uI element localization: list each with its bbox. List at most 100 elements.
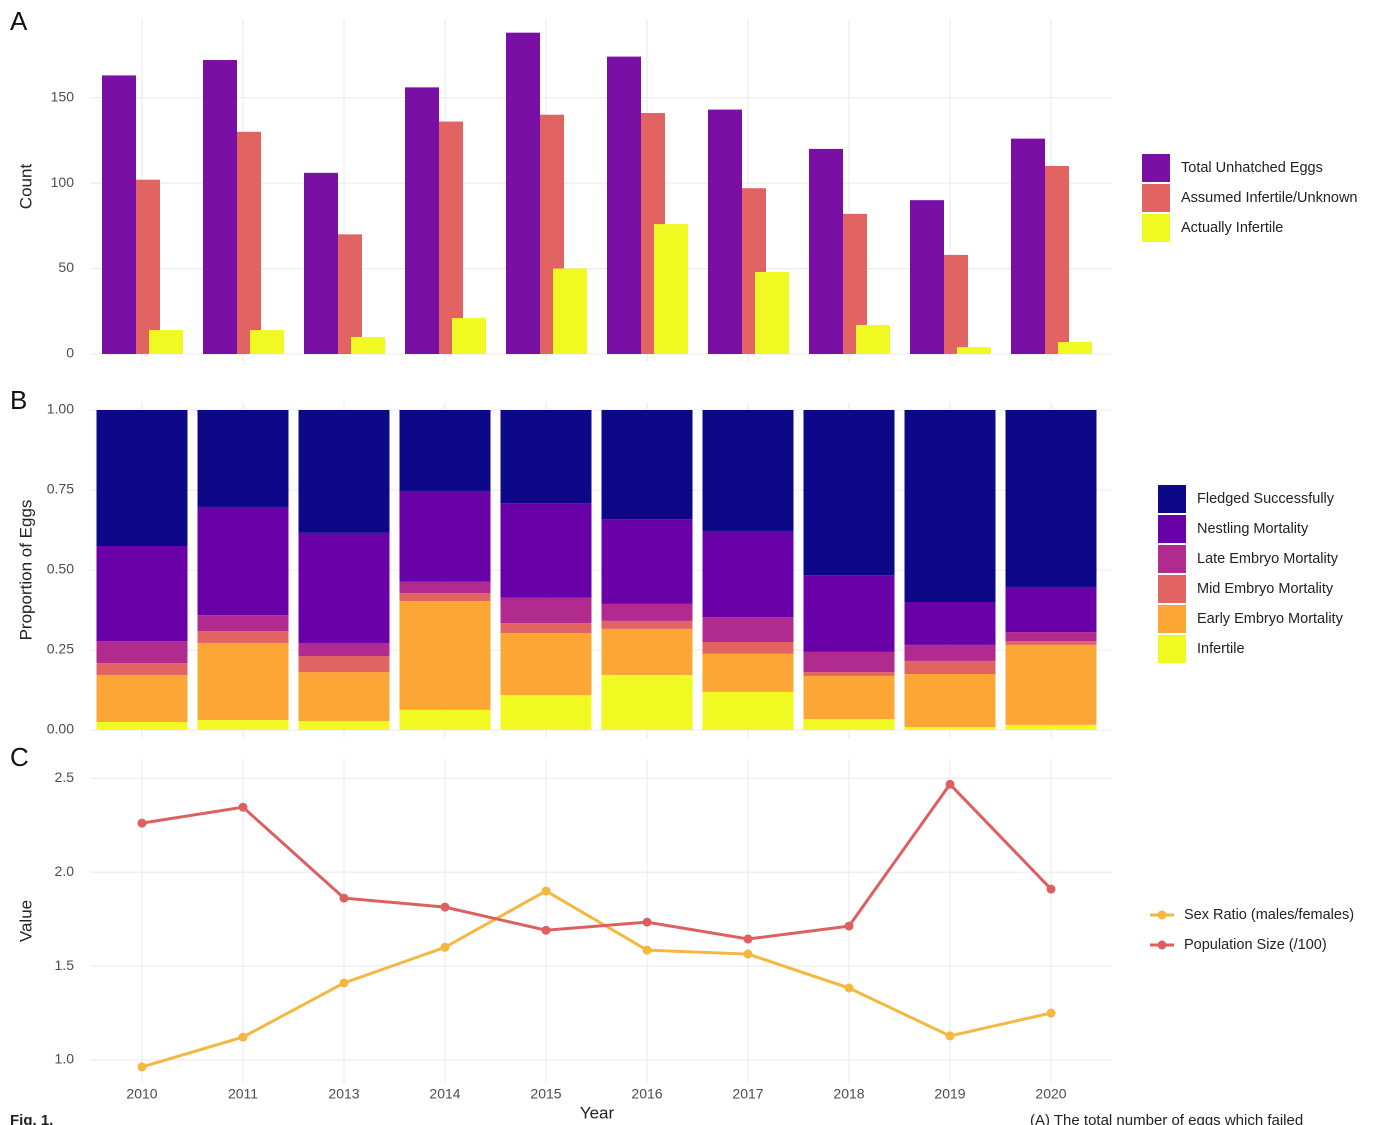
- legend-label: Total Unhatched Eggs: [1181, 160, 1323, 176]
- bar: [708, 109, 742, 354]
- point: [440, 902, 450, 912]
- legend-swatch: [1157, 910, 1167, 920]
- legend-swatch: [1158, 545, 1186, 573]
- caption-figure: Fig. 1.: [10, 1112, 53, 1125]
- bar-segment: [702, 653, 794, 692]
- bar: [1058, 342, 1092, 354]
- x-axis-title: Year: [580, 1103, 615, 1122]
- point: [137, 818, 147, 828]
- point: [743, 949, 753, 959]
- bar-segment: [298, 672, 390, 722]
- line: [141, 781, 1053, 941]
- legend-label: Fledged Successfully: [1197, 491, 1335, 507]
- x-tick-label: 2015: [530, 1086, 561, 1102]
- bar-segment: [500, 633, 592, 696]
- bar-segment: [298, 532, 390, 643]
- y-tick-label: 100: [51, 174, 75, 190]
- point: [137, 1062, 147, 1072]
- bar-segment: [96, 663, 188, 675]
- bar: [607, 56, 641, 354]
- bar-segment: [1005, 644, 1097, 725]
- line: [141, 889, 1052, 1069]
- bar-segment: [399, 410, 491, 491]
- bar-segment: [904, 674, 996, 728]
- point: [844, 921, 854, 931]
- bar-segment: [399, 601, 491, 710]
- bar: [809, 148, 843, 354]
- legend-swatch: [1158, 635, 1186, 663]
- bar-segment: [601, 410, 693, 520]
- point: [339, 978, 349, 988]
- bar-segment: [500, 410, 592, 504]
- y-tick-label: 0.00: [47, 721, 74, 737]
- legend-label: Sex Ratio (males/females): [1184, 907, 1354, 923]
- bar-segment: [197, 506, 289, 616]
- bar-segment: [803, 675, 895, 720]
- point: [541, 925, 551, 935]
- point: [945, 779, 955, 789]
- legend-label: Nestling Mortality: [1197, 521, 1309, 537]
- y-tick-label: 50: [58, 259, 74, 275]
- bar-segment: [601, 620, 693, 629]
- bar-segment: [298, 642, 390, 657]
- point: [844, 983, 854, 993]
- bar: [237, 131, 261, 354]
- bar-segment: [803, 575, 895, 652]
- legend-swatch: [1158, 515, 1186, 543]
- y-axis-title: Value: [16, 900, 35, 942]
- bar: [203, 60, 237, 354]
- bar: [910, 200, 944, 354]
- bar-segment: [1005, 586, 1097, 633]
- bar-segment: [500, 623, 592, 634]
- legend-label: Late Embryo Mortality: [1197, 551, 1339, 567]
- bar-segment: [399, 490, 491, 582]
- bar-segment: [803, 651, 895, 673]
- caption-text: (A) The total number of eggs which faile…: [1030, 1112, 1303, 1125]
- legend-swatch: [1158, 605, 1186, 633]
- bar: [957, 347, 991, 354]
- point: [238, 1032, 248, 1042]
- panel-label: C: [10, 742, 29, 772]
- bar: [304, 172, 338, 354]
- bar: [506, 32, 540, 355]
- x-tick-label: 2011: [228, 1086, 258, 1102]
- bar-segment: [197, 631, 289, 643]
- legend-swatch: [1142, 184, 1170, 212]
- bar-segment: [399, 593, 491, 602]
- bar-segment: [298, 721, 390, 730]
- y-tick-label: 1.0: [55, 1051, 75, 1067]
- bar-segment: [298, 656, 390, 673]
- bar-segment: [601, 603, 693, 621]
- bar: [405, 87, 439, 355]
- legend-label: Actually Infertile: [1181, 220, 1283, 236]
- bar-segment: [803, 672, 895, 676]
- legend-swatch: [1157, 940, 1167, 950]
- point: [440, 942, 450, 952]
- y-tick-label: 2.0: [55, 863, 75, 879]
- bar: [136, 179, 160, 354]
- bar-segment: [399, 581, 491, 594]
- point: [945, 1031, 955, 1041]
- legend-swatch: [1158, 485, 1186, 513]
- point: [339, 893, 349, 903]
- bar-segment: [702, 410, 794, 531]
- bar-segment: [803, 410, 895, 576]
- point: [238, 802, 248, 812]
- bar: [149, 330, 183, 354]
- x-tick-label: 2016: [631, 1086, 662, 1102]
- bar-segment: [702, 691, 794, 730]
- y-tick-label: 0.25: [47, 641, 74, 657]
- bar-segment: [96, 641, 188, 664]
- bar-segment: [702, 642, 794, 654]
- bar: [944, 254, 968, 354]
- point: [541, 886, 551, 896]
- y-tick-label: 2.5: [55, 769, 75, 785]
- bar-segment: [1005, 410, 1097, 587]
- y-tick-label: 1.00: [47, 401, 74, 417]
- legend-swatch: [1142, 214, 1170, 242]
- bar-segment: [500, 597, 592, 624]
- y-tick-label: 0: [66, 345, 74, 361]
- bar-segment: [601, 519, 693, 604]
- bar-segment: [904, 727, 996, 730]
